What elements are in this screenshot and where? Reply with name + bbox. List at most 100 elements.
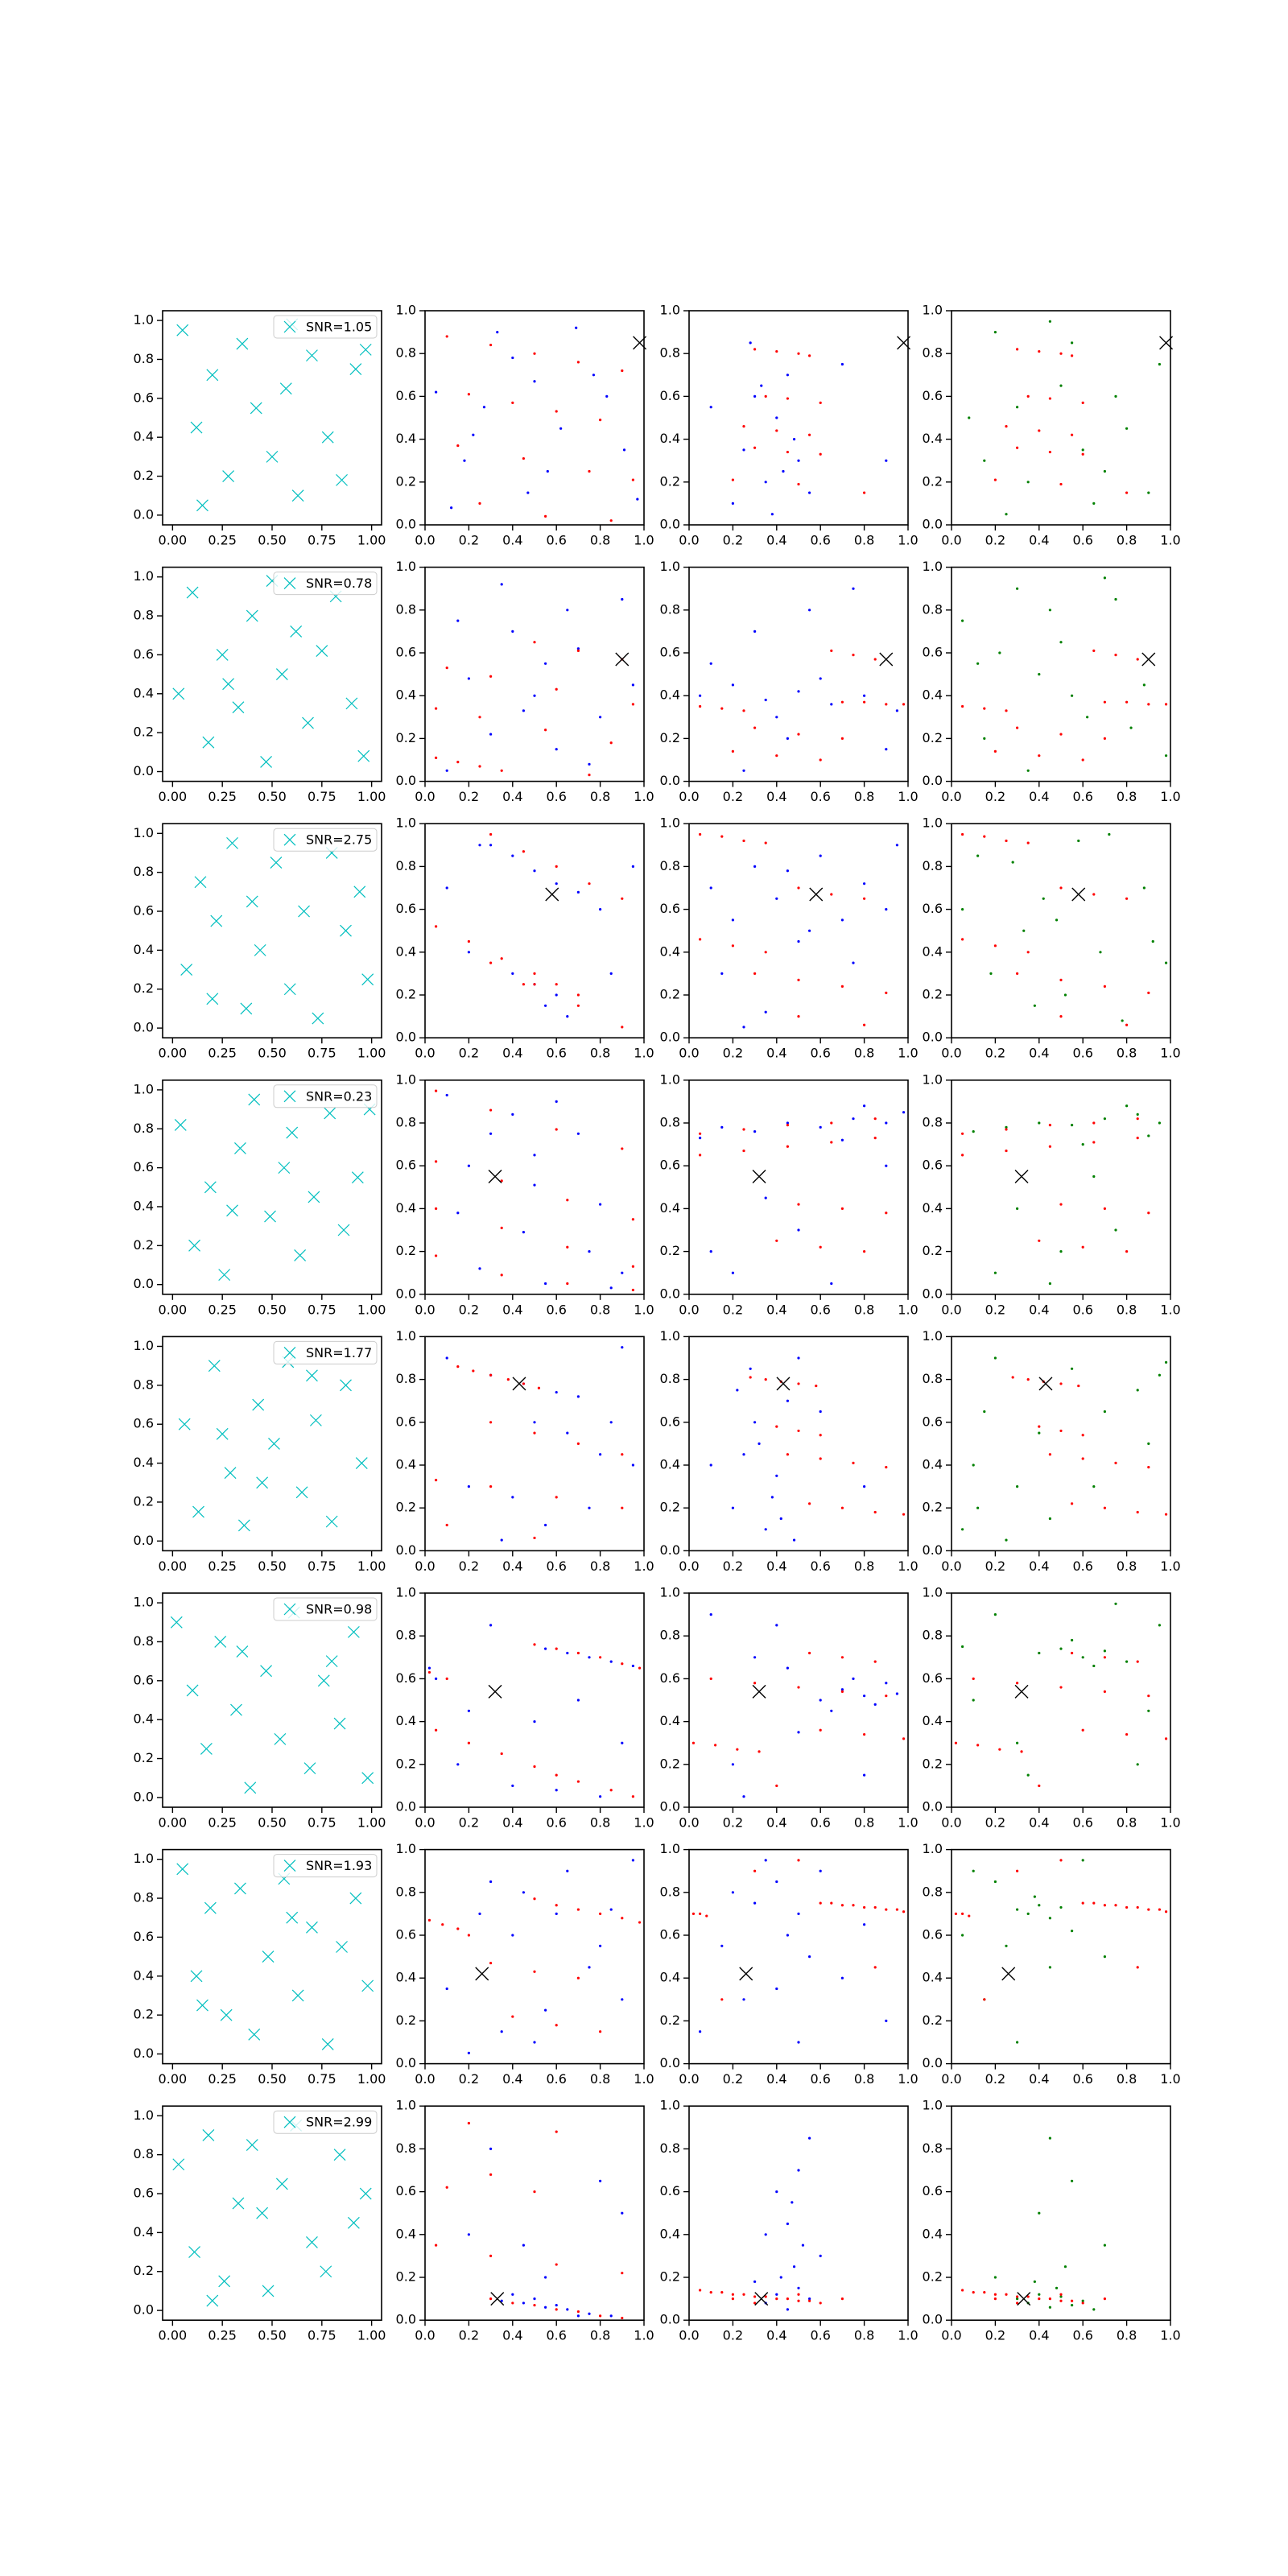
y-tick-label: 0.2	[923, 1243, 943, 1258]
plot-frame	[951, 2105, 1171, 2321]
x-tick-label: 0.00	[159, 533, 188, 548]
point	[533, 1154, 536, 1157]
x-tick-label: 0.0	[941, 2328, 961, 2343]
point	[435, 1479, 438, 1482]
point	[1016, 2297, 1019, 2301]
point	[1081, 1901, 1084, 1905]
y-tick-label: 0.2	[923, 1500, 943, 1515]
x-tick-label: 0.6	[810, 2328, 830, 2343]
point	[797, 482, 800, 486]
point	[1164, 1360, 1168, 1364]
point	[775, 1239, 778, 1242]
point	[1059, 886, 1063, 890]
y-tick-label: 0.2	[396, 2269, 416, 2285]
point	[482, 406, 486, 409]
point	[478, 502, 481, 506]
x-tick-label: 0.8	[1117, 2071, 1137, 2087]
point	[1038, 1425, 1041, 1428]
point	[566, 1651, 569, 1655]
point	[753, 2280, 757, 2283]
point	[786, 2308, 790, 2311]
y-tick-label: 0.6	[396, 388, 416, 403]
point	[467, 1709, 471, 1712]
plot-frame	[162, 1592, 382, 1808]
point	[283, 983, 296, 996]
point	[194, 876, 207, 889]
point	[819, 1728, 822, 1732]
y-tick-label: 0.6	[396, 1927, 416, 1942]
point	[435, 1207, 438, 1210]
point	[976, 1506, 980, 1509]
point	[232, 2197, 245, 2210]
point	[248, 1093, 261, 1106]
point	[840, 919, 844, 922]
point	[533, 2190, 536, 2194]
y-tick-label: 0.8	[923, 601, 943, 617]
y-tick-label: 0.0	[923, 2312, 943, 2327]
x-tick-label: 0.2	[985, 1302, 1005, 1317]
point	[206, 369, 219, 382]
point	[1059, 1015, 1063, 1018]
point	[1081, 758, 1084, 762]
point	[260, 1665, 273, 1678]
point	[993, 2297, 997, 2301]
x-tick-label: 0.4	[502, 789, 522, 804]
point	[819, 758, 822, 762]
y-tick-label: 0.4	[660, 943, 680, 959]
plot-frame	[424, 310, 645, 526]
point	[1081, 1656, 1084, 1659]
plot-frame	[424, 1080, 645, 1295]
point	[699, 704, 702, 708]
point	[1038, 2211, 1041, 2215]
point	[754, 2292, 769, 2306]
point	[808, 491, 811, 494]
point	[1059, 352, 1063, 355]
point	[863, 1485, 866, 1488]
x-tick-label: 0.75	[308, 2328, 336, 2343]
point	[609, 1908, 613, 1911]
point	[427, 1918, 431, 1922]
point	[1092, 1664, 1096, 1668]
x-tick-label: 0.8	[1117, 1815, 1137, 1831]
point	[302, 716, 314, 729]
y-tick-label: 1.0	[660, 559, 680, 574]
point	[779, 1517, 782, 1521]
point	[1048, 609, 1051, 612]
point	[588, 1250, 591, 1253]
point	[180, 964, 193, 976]
point	[170, 1616, 183, 1629]
point	[709, 1613, 712, 1616]
point	[993, 331, 997, 334]
point	[786, 450, 790, 454]
point	[544, 2306, 547, 2309]
point	[786, 2222, 790, 2226]
point	[852, 961, 855, 964]
point	[902, 1111, 906, 1114]
point	[1092, 1121, 1096, 1125]
point	[588, 1966, 591, 1969]
y-tick-label: 0.2	[396, 1756, 416, 1771]
point	[786, 1453, 790, 1456]
point	[742, 448, 745, 452]
point	[599, 1203, 602, 1206]
y-tick-label: 0.4	[923, 1457, 943, 1472]
x-tick-label: 0.4	[502, 533, 522, 548]
point	[731, 944, 735, 947]
point	[336, 1941, 348, 1953]
x-tick-label: 0.2	[459, 533, 479, 548]
point	[1026, 1773, 1030, 1777]
point	[445, 1093, 448, 1097]
y-tick-label: 0.6	[660, 1927, 680, 1942]
point	[797, 1686, 800, 1689]
point	[809, 887, 824, 902]
point	[489, 844, 493, 847]
point	[1026, 1912, 1030, 1915]
point	[275, 668, 288, 681]
point	[511, 1784, 514, 1787]
point	[819, 854, 822, 857]
point	[797, 1015, 800, 1018]
x-tick-label: 0.50	[258, 1046, 287, 1061]
point	[435, 1254, 438, 1257]
point	[819, 1125, 822, 1129]
point	[256, 2207, 269, 2219]
